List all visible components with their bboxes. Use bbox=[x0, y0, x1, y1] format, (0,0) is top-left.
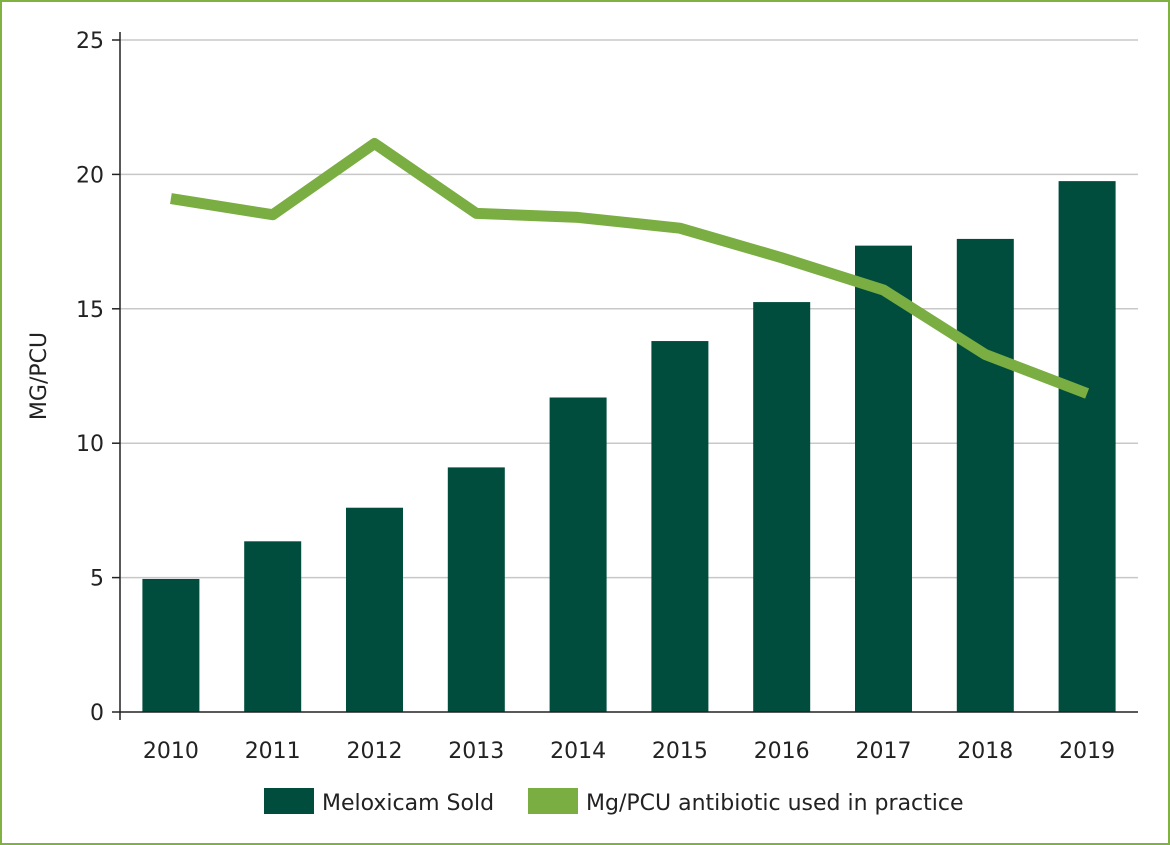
y-tick-label: 5 bbox=[90, 567, 104, 592]
legend-label-antibiotic: Mg/PCU antibiotic used in practice bbox=[586, 791, 964, 816]
y-tick-label: 15 bbox=[76, 298, 104, 323]
axes: 0 5 10 15 20 25 2010 2011 2012 2013 2014 2015 2016 20… bbox=[76, 29, 1138, 764]
bar-meloxicam-2011 bbox=[244, 541, 302, 712]
bar-meloxicam-2010 bbox=[142, 578, 200, 712]
bar-meloxicam-2015 bbox=[651, 341, 709, 712]
y-tick-label: 20 bbox=[76, 163, 104, 188]
bar-meloxicam-2012 bbox=[346, 507, 403, 712]
x-tick-label: 2014 bbox=[550, 739, 606, 764]
bar-meloxicam-2018 bbox=[956, 238, 1014, 713]
bar-meloxicam-2014 bbox=[549, 397, 607, 712]
x-tick-label: 2016 bbox=[754, 739, 810, 764]
legend: Meloxicam Sold Mg/PCU antibiotic used in … bbox=[264, 788, 964, 816]
legend-swatch-antibiotic bbox=[528, 788, 578, 814]
x-tick-label: 2019 bbox=[1059, 739, 1115, 764]
bar-meloxicam-2017 bbox=[855, 245, 912, 712]
bar-meloxicam-2019 bbox=[1058, 181, 1116, 712]
line-series bbox=[170, 137, 1090, 399]
legend-label-meloxicam: Meloxicam Sold bbox=[322, 791, 494, 816]
bar-meloxicam-2013 bbox=[447, 467, 505, 712]
y-tick-label: 10 bbox=[76, 432, 104, 457]
x-tick-label: 2013 bbox=[448, 739, 504, 764]
x-tick-label: 2010 bbox=[143, 739, 199, 764]
x-tick-label: 2011 bbox=[245, 739, 301, 764]
legend-swatch-meloxicam bbox=[264, 788, 314, 814]
y-axis-title: MG/PCU bbox=[27, 332, 52, 420]
x-tick-label: 2015 bbox=[652, 739, 708, 764]
bar-meloxicam-2016 bbox=[753, 302, 811, 712]
x-tick-label: 2017 bbox=[856, 739, 912, 764]
line-antibiotic bbox=[170, 137, 1090, 399]
y-tick-label: 0 bbox=[90, 701, 104, 726]
y-tick-label: 25 bbox=[76, 29, 104, 54]
bar-series bbox=[142, 181, 1116, 713]
x-tick-label: 2012 bbox=[347, 739, 403, 764]
x-tick-label: 2018 bbox=[957, 739, 1013, 764]
